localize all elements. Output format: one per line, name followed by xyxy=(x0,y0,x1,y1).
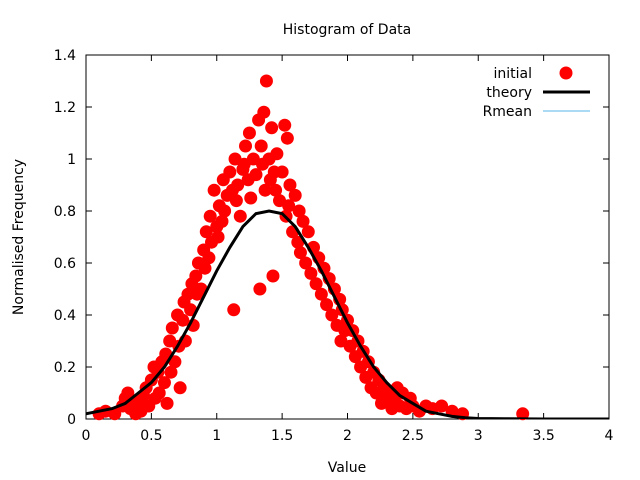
legend-label-Rmean: Rmean xyxy=(483,104,532,120)
data-point xyxy=(253,282,267,296)
data-point xyxy=(435,399,449,413)
data-point xyxy=(223,165,237,179)
data-point xyxy=(270,147,284,161)
series-initial-points xyxy=(92,74,530,421)
data-point xyxy=(207,183,221,197)
x-tick-label: 2 xyxy=(343,428,352,444)
x-tick-label: 1 xyxy=(212,428,221,444)
data-point xyxy=(280,131,294,145)
x-tick-label: 2.5 xyxy=(402,428,424,444)
data-point xyxy=(164,365,178,379)
data-point xyxy=(292,204,306,218)
data-point xyxy=(229,194,243,208)
data-point xyxy=(283,178,297,192)
y-tick-label: 0 xyxy=(67,412,76,428)
legend: initial theory Rmean xyxy=(483,66,590,120)
x-tick-label: 4 xyxy=(605,428,614,444)
data-point xyxy=(242,126,256,140)
data-point xyxy=(325,308,339,322)
data-point xyxy=(249,168,263,182)
data-point xyxy=(203,209,217,223)
data-point xyxy=(231,178,245,192)
data-point xyxy=(199,225,213,239)
x-axis: 0 0.5 1 1.5 2 2.5 3 3.5 4 xyxy=(82,55,614,444)
data-point xyxy=(157,376,171,390)
data-point xyxy=(293,246,307,260)
data-point xyxy=(244,191,258,205)
data-point xyxy=(258,183,272,197)
y-tick-label: 0.4 xyxy=(54,308,76,324)
data-point xyxy=(215,214,229,228)
y-tick-label: 1 xyxy=(67,152,76,168)
data-point xyxy=(202,251,216,265)
y-tick-label: 0.8 xyxy=(54,204,76,220)
data-point xyxy=(265,121,279,135)
data-point xyxy=(176,313,190,327)
series-theory-line xyxy=(86,209,609,419)
data-point xyxy=(181,287,195,301)
data-point xyxy=(227,303,241,317)
data-point xyxy=(168,355,182,369)
data-point xyxy=(121,386,135,400)
data-point xyxy=(314,287,328,301)
data-point xyxy=(282,199,296,213)
legend-label-initial: initial xyxy=(494,66,533,82)
y-tick-label: 0.2 xyxy=(54,360,76,376)
x-tick-label: 0.5 xyxy=(140,428,162,444)
x-axis-label: Value xyxy=(328,460,366,476)
data-point xyxy=(152,386,166,400)
data-point xyxy=(516,407,530,421)
data-point xyxy=(254,139,268,153)
data-point xyxy=(275,165,289,179)
data-point xyxy=(320,298,334,312)
data-point xyxy=(304,266,318,280)
data-point xyxy=(296,214,310,228)
legend-label-theory: theory xyxy=(486,85,532,101)
data-point xyxy=(233,209,247,223)
data-point xyxy=(160,396,174,410)
data-point xyxy=(269,183,283,197)
data-point xyxy=(266,269,280,283)
data-point xyxy=(173,381,187,395)
chart-title: Histogram of Data xyxy=(283,22,411,38)
x-tick-label: 3.5 xyxy=(532,428,554,444)
data-point xyxy=(239,139,253,153)
x-tick-label: 1.5 xyxy=(271,428,293,444)
data-point xyxy=(189,269,203,283)
data-point xyxy=(211,230,225,244)
data-point xyxy=(257,105,271,119)
legend-marker-initial xyxy=(559,66,573,80)
plot-area xyxy=(85,54,610,421)
data-point xyxy=(278,118,292,132)
data-point xyxy=(291,235,305,249)
data-point xyxy=(259,74,273,88)
y-tick-label: 1.4 xyxy=(54,48,76,64)
y-tick-label: 0.6 xyxy=(54,256,76,272)
data-point xyxy=(218,204,232,218)
data-point xyxy=(165,321,179,335)
series-layer xyxy=(86,74,609,421)
data-point xyxy=(301,225,315,239)
data-point xyxy=(198,261,212,275)
data-point xyxy=(288,188,302,202)
x-tick-label: 3 xyxy=(474,428,483,444)
data-point xyxy=(299,256,313,270)
y-tick-label: 1.2 xyxy=(54,100,76,116)
x-tick-label: 0 xyxy=(82,428,91,444)
data-point xyxy=(309,277,323,291)
y-axis: 0 0.2 0.4 0.6 0.8 1 1.2 1.4 xyxy=(54,48,609,428)
y-axis-label: Normalised Frequency xyxy=(11,159,27,315)
